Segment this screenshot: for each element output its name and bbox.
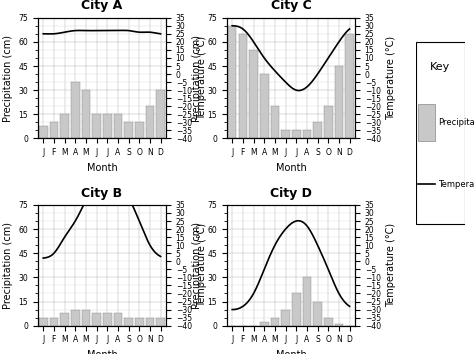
Y-axis label: Temperature (°C): Temperature (°C) [386,223,396,307]
Bar [50,318,58,326]
Bar [82,310,90,326]
Bar [292,293,301,326]
FancyBboxPatch shape [416,42,465,224]
Bar [82,90,90,138]
X-axis label: Month: Month [275,350,306,354]
Y-axis label: Precipitation (cm): Precipitation (cm) [3,35,13,121]
Bar [71,310,80,326]
Bar [249,50,258,138]
Bar [238,34,247,138]
Title: City C: City C [271,0,311,12]
Bar [146,106,154,138]
Bar [335,66,343,138]
Bar [92,114,101,138]
Bar [60,114,69,138]
X-axis label: Month: Month [87,350,117,354]
Y-axis label: Precipitation (cm): Precipitation (cm) [192,35,202,121]
Bar [103,114,111,138]
Bar [92,313,101,326]
Bar [114,313,122,326]
Bar [281,130,290,138]
Title: City D: City D [270,187,312,200]
Bar [156,90,165,138]
Text: Precipitation: Precipitation [438,118,474,127]
Bar [135,318,144,326]
Y-axis label: Precipitation (cm): Precipitation (cm) [3,222,13,309]
Text: Key: Key [430,62,450,72]
Bar [302,278,311,326]
Title: City A: City A [82,0,123,12]
Bar [260,322,268,326]
Bar [302,130,311,138]
Bar [324,318,333,326]
Bar [271,318,279,326]
Bar [124,122,133,138]
Bar [39,318,47,326]
Bar [281,310,290,326]
Bar [146,318,154,326]
Bar [156,318,165,326]
Y-axis label: Temperature (°C): Temperature (°C) [386,36,396,120]
Bar [324,106,333,138]
Bar [124,318,133,326]
X-axis label: Month: Month [87,163,117,173]
Bar [39,126,47,138]
X-axis label: Month: Month [275,163,306,173]
Bar [292,130,301,138]
Bar [135,122,144,138]
Bar [335,324,343,326]
Bar [271,106,279,138]
Title: City B: City B [82,187,122,200]
Bar [313,302,322,326]
Bar [260,74,268,138]
Bar [228,26,237,138]
Bar [71,82,80,138]
Y-axis label: Precipitation (cm): Precipitation (cm) [192,222,202,309]
Bar [103,313,111,326]
Y-axis label: Temperature (°C): Temperature (°C) [197,223,207,307]
Bar [60,313,69,326]
Text: Temperature: Temperature [438,179,474,189]
Bar [50,122,58,138]
Bar [346,34,354,138]
Bar [313,122,322,138]
Bar [114,114,122,138]
Y-axis label: Temperature (°C): Temperature (°C) [197,36,207,120]
Bar [418,104,435,141]
